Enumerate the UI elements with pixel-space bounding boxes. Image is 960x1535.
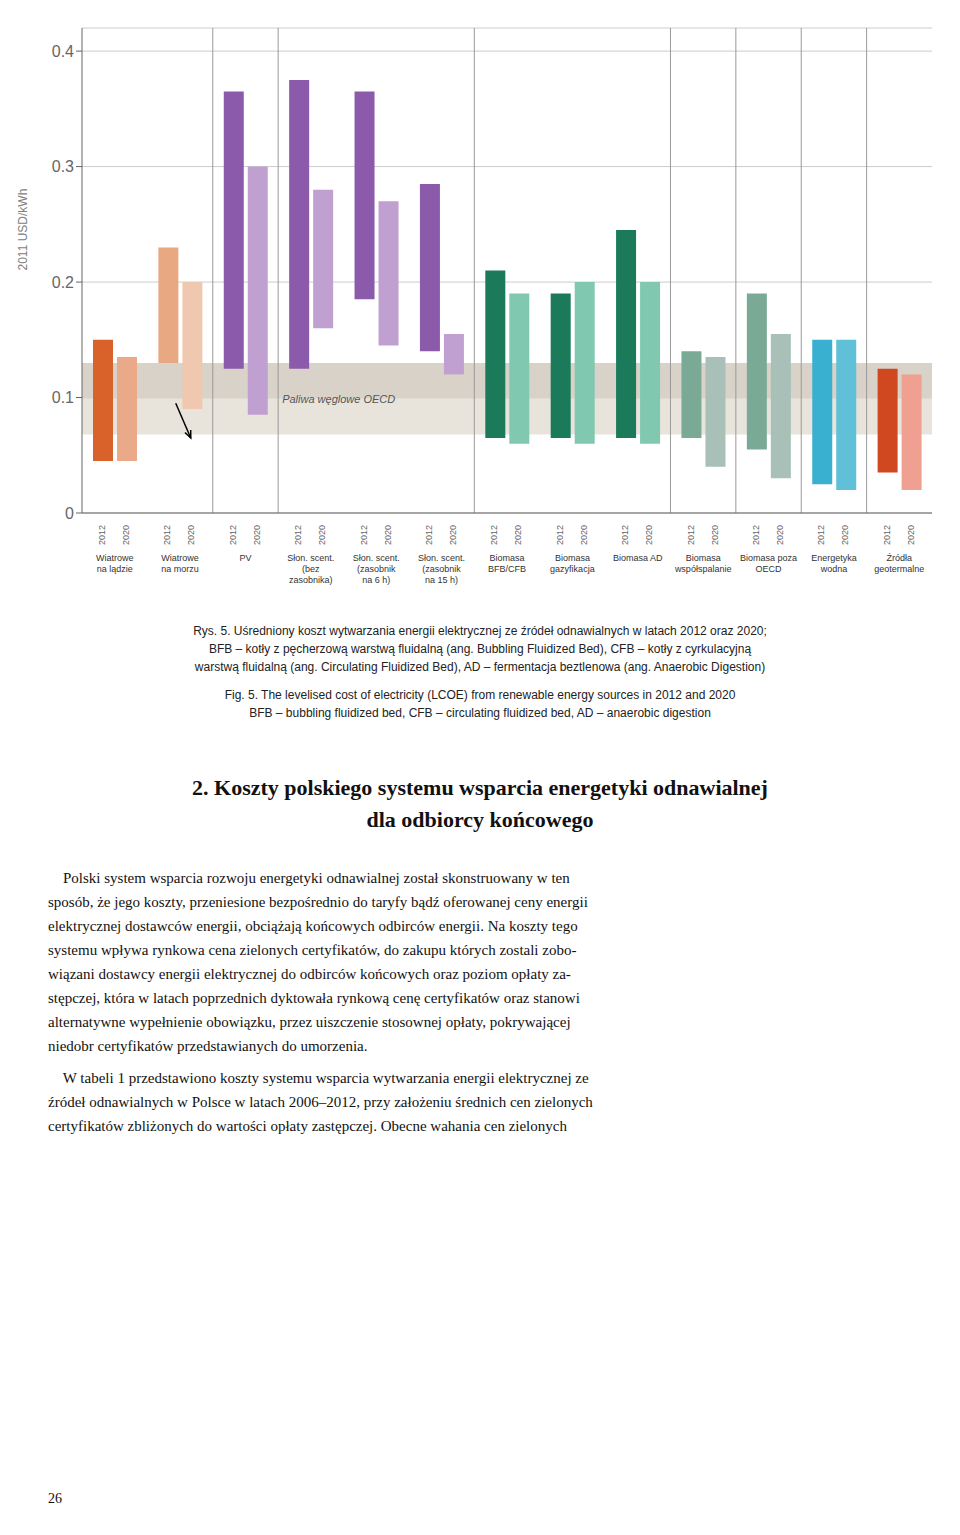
svg-text:Biomasa: Biomasa bbox=[555, 553, 590, 563]
html-text:sposób, że jego koszty, przeni: sposób, że jego koszty, przeniesione bez… bbox=[48, 894, 588, 910]
html-text:W tabeli 1 przedstawiono koszt: W tabeli 1 przedstawiono koszty systemu … bbox=[48, 1070, 589, 1086]
html-text:certyfikatów zbliżonych do war: certyfikatów zbliżonych do wartości opła… bbox=[48, 1118, 567, 1134]
svg-text:2012: 2012 bbox=[293, 525, 303, 545]
svg-text:zasobnika): zasobnika) bbox=[289, 575, 333, 585]
svg-text:2012: 2012 bbox=[882, 525, 892, 545]
svg-text:2012: 2012 bbox=[686, 525, 696, 545]
svg-text:2012: 2012 bbox=[555, 525, 565, 545]
svg-text:2012: 2012 bbox=[751, 525, 761, 545]
svg-text:współspalanie: współspalanie bbox=[674, 564, 732, 574]
svg-text:geotermalne: geotermalne bbox=[874, 564, 924, 574]
svg-text:2020: 2020 bbox=[579, 525, 589, 545]
svg-text:0.4: 0.4 bbox=[52, 43, 74, 60]
svg-text:0: 0 bbox=[65, 505, 74, 522]
svg-text:Biomasa AD: Biomasa AD bbox=[613, 553, 663, 563]
svg-text:0.2: 0.2 bbox=[52, 274, 74, 291]
html-text:Rys. 5. Uśredniony koszt wytwa: Rys. 5. Uśredniony koszt wytwarzania ene… bbox=[193, 624, 767, 638]
svg-text:gazyfikacja: gazyfikacja bbox=[550, 564, 595, 574]
html-text:26: 26 bbox=[48, 1491, 62, 1506]
html-text:BFB – bubbling fluidized bed,: BFB – bubbling fluidized bed, CFB – circ… bbox=[249, 706, 711, 720]
svg-text:2020: 2020 bbox=[121, 525, 131, 545]
html-text:alternatywne wypełnienie obowi: alternatywne wypełnienie obowiązku, prze… bbox=[48, 1014, 571, 1030]
svg-text:2020: 2020 bbox=[186, 525, 196, 545]
svg-text:Wiatrowe: Wiatrowe bbox=[161, 553, 199, 563]
html-text:Polski system wsparcia rozwoju: Polski system wsparcia rozwoju energetyk… bbox=[48, 870, 570, 886]
svg-text:2020: 2020 bbox=[448, 525, 458, 545]
svg-text:BFB/CFB: BFB/CFB bbox=[488, 564, 526, 574]
svg-text:2020: 2020 bbox=[317, 525, 327, 545]
svg-text:2020: 2020 bbox=[513, 525, 523, 545]
html-text:2. Koszty polskiego systemu ws: 2. Koszty polskiego systemu wsparcia ene… bbox=[192, 775, 768, 800]
svg-text:Paliwa węglowe OECD: Paliwa węglowe OECD bbox=[282, 393, 395, 405]
html-text:elektrycznej dostawców energii: elektrycznej dostawców energii, obciążaj… bbox=[48, 918, 578, 934]
svg-text:na lądzie: na lądzie bbox=[97, 564, 133, 574]
svg-text:2020: 2020 bbox=[840, 525, 850, 545]
svg-text:2012: 2012 bbox=[359, 525, 369, 545]
svg-text:Energetyka: Energetyka bbox=[811, 553, 857, 563]
html-text:systemu wpływa rynkowa cena zi: systemu wpływa rynkowa cena zielonych ce… bbox=[48, 942, 577, 958]
svg-text:2012: 2012 bbox=[489, 525, 499, 545]
html-text:niedobr certyfikatów przedstaw: niedobr certyfikatów przedstawianych do … bbox=[48, 1038, 368, 1054]
svg-text:2012: 2012 bbox=[228, 525, 238, 545]
svg-text:2012: 2012 bbox=[620, 525, 630, 545]
svg-text:2020: 2020 bbox=[906, 525, 916, 545]
svg-text:2020: 2020 bbox=[775, 525, 785, 545]
svg-text:2020: 2020 bbox=[383, 525, 393, 545]
svg-text:2012: 2012 bbox=[97, 525, 107, 545]
svg-text:wodna: wodna bbox=[820, 564, 848, 574]
svg-text:(zasobnik: (zasobnik bbox=[422, 564, 461, 574]
svg-text:Źródła: Źródła bbox=[887, 553, 913, 563]
svg-text:(bez: (bez bbox=[302, 564, 320, 574]
html-text:BFB – kotły z pęcherzową warst: BFB – kotły z pęcherzową warstwą fluidal… bbox=[208, 642, 752, 656]
svg-text:na morzu: na morzu bbox=[161, 564, 199, 574]
svg-text:na 15 h): na 15 h) bbox=[425, 575, 458, 585]
svg-text:OECD: OECD bbox=[756, 564, 783, 574]
html-text:wiązani dostawcy energii elekt: wiązani dostawcy energii elektrycznej do… bbox=[48, 966, 571, 982]
svg-text:2020: 2020 bbox=[252, 525, 262, 545]
svg-text:Biomasa: Biomasa bbox=[489, 553, 524, 563]
html-text:stępczej, która w latach poprz: stępczej, która w latach poprzednich dyk… bbox=[48, 990, 580, 1006]
svg-text:Wiatrowe: Wiatrowe bbox=[96, 553, 134, 563]
svg-text:Biomasa poza: Biomasa poza bbox=[740, 553, 797, 563]
html-text:warstwą fluidalną (ang. Circul: warstwą fluidalną (ang. Circulating Flui… bbox=[194, 660, 766, 674]
svg-text:na 6 h): na 6 h) bbox=[362, 575, 390, 585]
svg-text:Słon. scent.: Słon. scent. bbox=[287, 553, 334, 563]
html-text:Fig. 5. The levelised cost of: Fig. 5. The levelised cost of electricit… bbox=[224, 688, 736, 702]
svg-text:2012: 2012 bbox=[424, 525, 434, 545]
svg-text:Słon. scent.: Słon. scent. bbox=[353, 553, 400, 563]
svg-text:Biomasa: Biomasa bbox=[686, 553, 721, 563]
svg-text:2012: 2012 bbox=[816, 525, 826, 545]
svg-text:0.3: 0.3 bbox=[52, 158, 74, 175]
svg-text:Słon. scent.: Słon. scent. bbox=[418, 553, 465, 563]
svg-text:2012: 2012 bbox=[162, 525, 172, 545]
svg-text:PV: PV bbox=[239, 553, 251, 563]
svg-text:2020: 2020 bbox=[710, 525, 720, 545]
svg-text:2011 USD/kWh: 2011 USD/kWh bbox=[16, 189, 30, 271]
html-text:źródeł odnawialnych w Polsce w: źródeł odnawialnych w Polsce w latach 20… bbox=[48, 1094, 593, 1110]
svg-text:0.1: 0.1 bbox=[52, 389, 74, 406]
svg-text:2020: 2020 bbox=[644, 525, 654, 545]
html-text:dla odbiorcy końcowego: dla odbiorcy końcowego bbox=[366, 807, 594, 832]
svg-text:(zasobnik: (zasobnik bbox=[357, 564, 396, 574]
